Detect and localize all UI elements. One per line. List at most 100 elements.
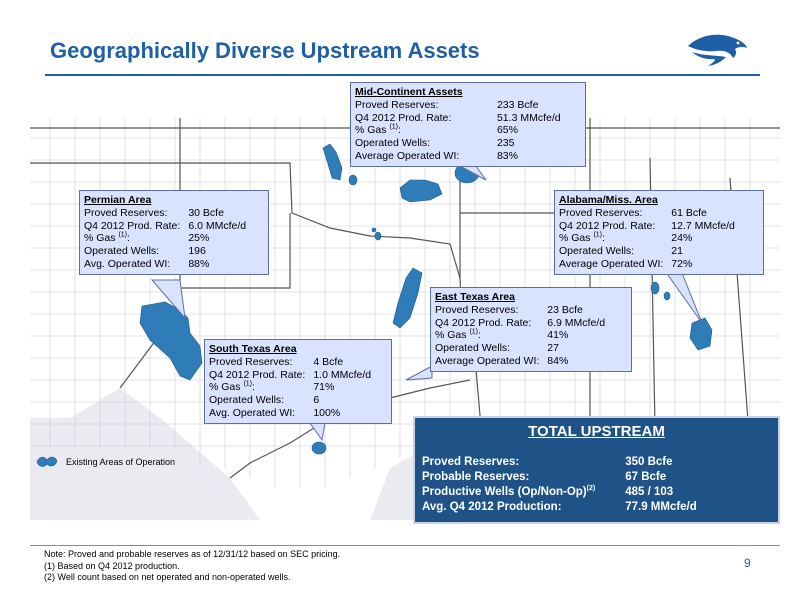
row-label: Operated Wells: (84, 245, 160, 258)
row-value: 485 / 103 (625, 486, 674, 498)
table-row: Q4 2012 Prod. Rate: 12.7 MMcfe/d (559, 220, 735, 233)
row-label: Q4 2012 Prod. Rate: (559, 219, 656, 232)
row-value: 196 (188, 245, 206, 258)
callout-heading: East Texas Area (435, 291, 515, 303)
table-row: Operated Wells: 27 (435, 342, 605, 355)
footnote-line: Note: Proved and probable reserves as of… (44, 549, 341, 559)
callout-east-texas: East Texas Area Proved Reserves: 23 Bcfe … (430, 287, 632, 372)
page-number: 9 (744, 556, 751, 570)
row-label: Operated Wells: (355, 137, 431, 150)
callout-heading: Permian Area (84, 194, 152, 206)
table-row: Probable Reserves: 67 Bcfe (422, 471, 697, 486)
row-value: 67 Bcfe (625, 471, 667, 483)
row-value: 51.3 MMcfe/d (496, 111, 561, 124)
table-row: Avg. Operated WI: 100% (209, 407, 371, 420)
row-value: 65% (496, 124, 518, 137)
row-value: 84% (547, 354, 569, 367)
table-row: Average Operated WI: 72% (559, 258, 735, 271)
row-value: 350 Bcfe (625, 456, 673, 468)
row-value: 12.7 MMcfe/d (671, 219, 735, 232)
row-value: 1.0 MMcfe/d (313, 368, 372, 381)
footnote-ref: (1) (593, 231, 602, 239)
row-value: 233 Bcfe (496, 98, 539, 111)
table-row: Average Operated WI: 84% (435, 355, 605, 368)
table-row: Avg. Q4 2012 Production: 77.9 MMcfe/d (422, 501, 697, 516)
row-label: Operated Wells: (559, 245, 635, 258)
row-value: 6.9 MMcfe/d (547, 316, 606, 329)
callout-heading: South Texas Area (209, 343, 297, 355)
row-value: 23 Bcfe (547, 303, 583, 316)
row-label: Avg. Q4 2012 Production: (422, 501, 562, 513)
row-value: 83% (496, 149, 518, 162)
row-label: % Gas (1): (209, 380, 255, 394)
table-row: Proved Reserves: 30 Bcfe (84, 207, 246, 220)
row-value: 88% (188, 257, 210, 270)
table-row: Proved Reserves: 61 Bcfe (559, 207, 735, 220)
row-label: Probable Reserves: (422, 471, 530, 483)
row-label: Q4 2012 Prod. Rate: (84, 219, 181, 232)
callout-table: Proved Reserves: 233 Bcfe Q4 2012 Prod. R… (355, 99, 581, 163)
table-row: % Gas (1): 41% (435, 329, 605, 342)
row-value: 30 Bcfe (188, 206, 224, 219)
total-heading: TOTAL UPSTREAM (528, 423, 665, 440)
row-label: % Gas (1): (559, 231, 605, 245)
table-row: Q4 2012 Prod. Rate: 1.0 MMcfe/d (209, 369, 371, 382)
row-label: Operated Wells: (209, 394, 285, 407)
row-label: Proved Reserves: (84, 206, 168, 219)
row-label: Average Operated WI: (355, 149, 460, 162)
row-label: Proved Reserves: (422, 456, 520, 468)
row-label: Average Operated WI: (559, 257, 664, 270)
row-value: 61 Bcfe (671, 206, 707, 219)
row-value: 6 (313, 394, 320, 407)
row-label: Average Operated WI: (435, 354, 540, 367)
row-label: % Gas (1): (84, 231, 130, 245)
row-label: Proved Reserves: (435, 303, 519, 316)
legend-label: Existing Areas of Operation (66, 457, 176, 467)
eagle-logo-icon (688, 34, 747, 66)
table-row: Operated Wells: 196 (84, 245, 246, 258)
title-rule (45, 74, 760, 76)
table-row: Avg. Operated WI: 88% (84, 258, 246, 271)
footnote-ref: (1) (469, 328, 478, 336)
row-value: 24% (671, 232, 693, 245)
footnote-ref: (1) (389, 123, 398, 131)
table-row: Q4 2012 Prod. Rate: 6.9 MMcfe/d (435, 317, 605, 330)
row-label: % Gas (1): (435, 328, 481, 342)
table-row: Proved Reserves: 350 Bcfe (422, 456, 697, 471)
row-label: Q4 2012 Prod. Rate: (435, 316, 532, 329)
row-label: Proved Reserves: (559, 206, 643, 219)
table-row: Proved Reserves: 4 Bcfe (209, 356, 371, 369)
table-row: % Gas (1): 24% (559, 232, 735, 245)
row-value: 27 (547, 342, 559, 355)
callout-heading: Alabama/Miss. Area (559, 194, 658, 206)
total-table: Proved Reserves: 350 Bcfe Probable Reserv… (422, 456, 697, 516)
row-value: 100% (313, 406, 341, 419)
footnote-ref: (1) (118, 231, 127, 239)
row-value: 25% (188, 232, 210, 245)
row-value: 41% (547, 329, 569, 342)
row-label: Productive Wells (Op/Non-Op)(2) (422, 485, 596, 498)
callout-table: Proved Reserves: 30 Bcfe Q4 2012 Prod. Ra… (84, 207, 246, 271)
callout-mid-continent: Mid-Continent Assets Proved Reserves: 233… (350, 82, 586, 167)
table-row: Average Operated WI: 83% (355, 150, 581, 163)
callout-heading: Mid-Continent Assets (355, 86, 463, 98)
callout-table: Proved Reserves: 23 Bcfe Q4 2012 Prod. Ra… (435, 304, 605, 368)
row-value: 4 Bcfe (313, 355, 344, 368)
row-label: Proved Reserves: (355, 98, 439, 111)
callout-table: Proved Reserves: 61 Bcfe Q4 2012 Prod. Ra… (559, 207, 735, 271)
row-label: Operated Wells: (435, 342, 511, 355)
row-value: 77.9 MMcfe/d (625, 501, 697, 513)
row-label: Q4 2012 Prod. Rate: (355, 111, 452, 124)
row-label: Avg. Operated WI: (84, 257, 171, 270)
table-row: Operated Wells: 21 (559, 245, 735, 258)
callout-permian: Permian Area Proved Reserves: 30 Bcfe Q4 … (79, 190, 269, 275)
callout-alabama-miss: Alabama/Miss. Area Proved Reserves: 61 Bc… (554, 190, 764, 275)
row-value: 21 (671, 245, 683, 258)
table-row: Proved Reserves: 23 Bcfe (435, 304, 605, 317)
row-value: 72% (671, 257, 693, 270)
row-value: 6.0 MMcfe/d (188, 219, 247, 232)
row-label: % Gas (1): (355, 123, 401, 137)
callout-table: Proved Reserves: 4 Bcfe Q4 2012 Prod. Rat… (209, 356, 371, 420)
total-upstream-box: TOTAL UPSTREAM Proved Reserves: 350 Bcfe … (413, 416, 780, 524)
table-row: Operated Wells: 235 (355, 137, 581, 150)
